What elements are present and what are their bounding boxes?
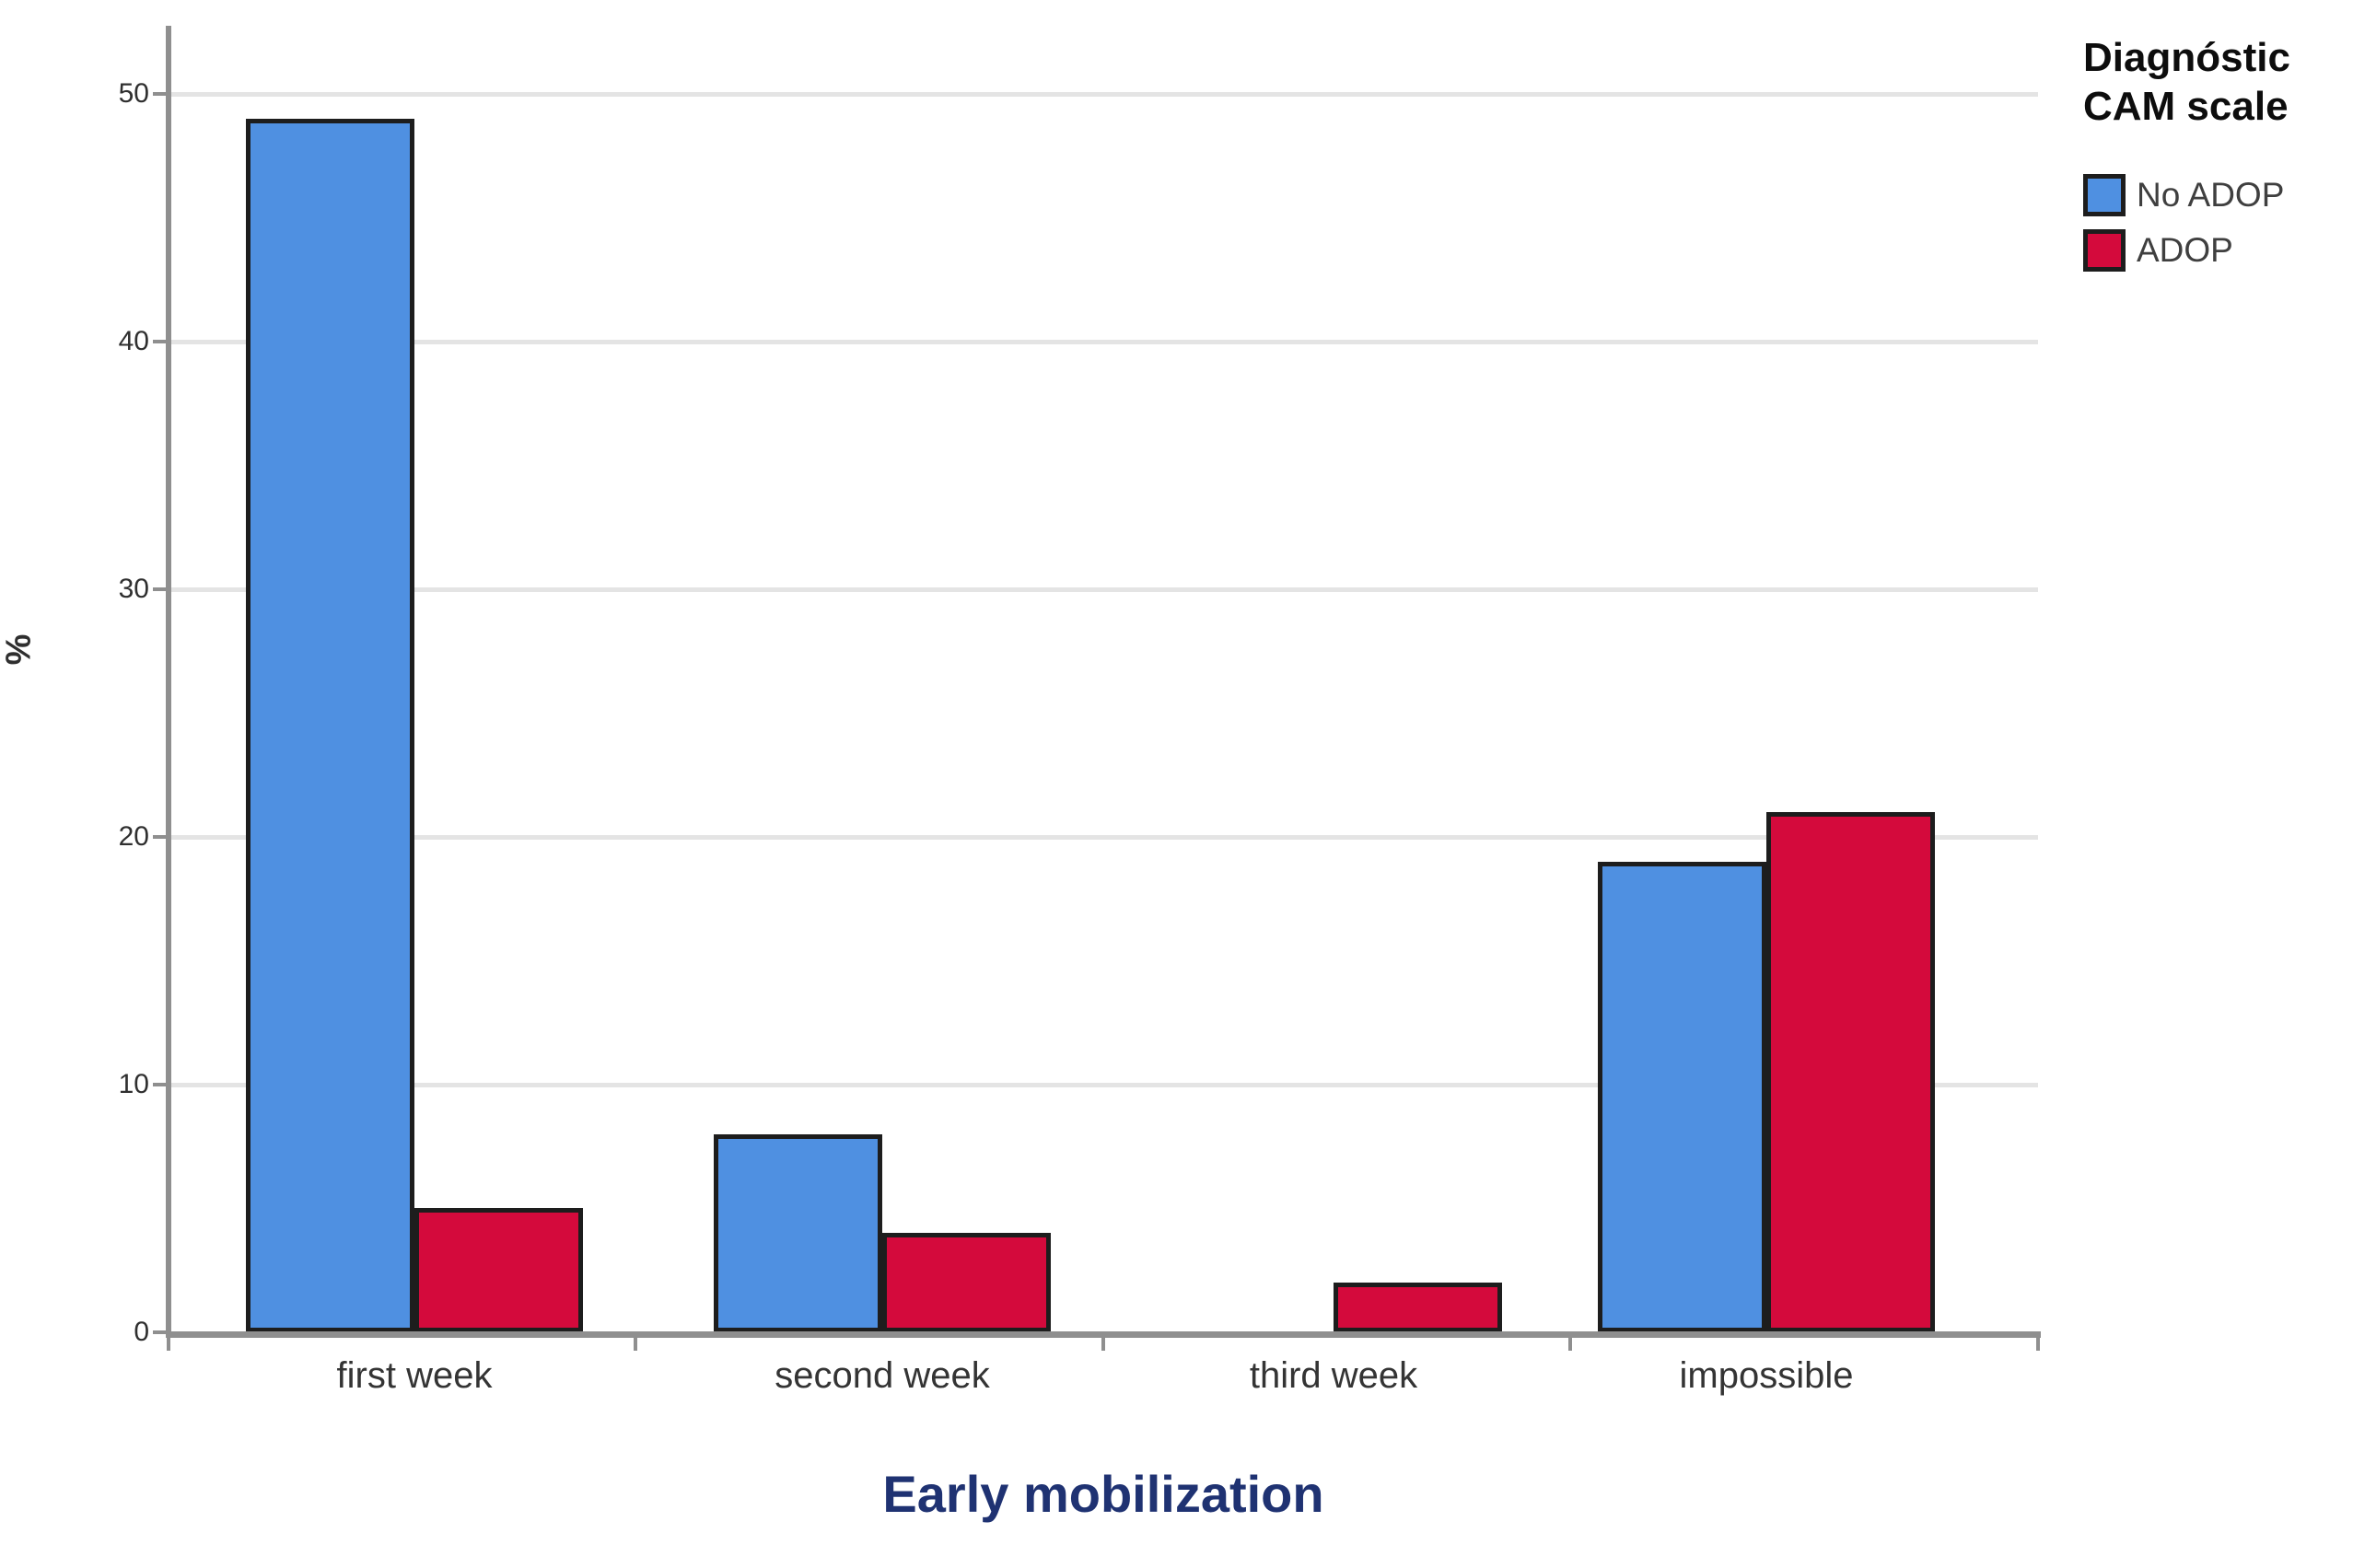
- y-tick-label-0: 0: [134, 1317, 149, 1347]
- y-tick-label-20: 20: [118, 821, 149, 852]
- legend-item-label-adop: ADOP: [2137, 231, 2233, 269]
- y-tick-label-50: 50: [118, 78, 149, 109]
- gridline-30: [169, 587, 2038, 592]
- x-tick-mark-3: [1568, 1338, 1572, 1351]
- legend-items: No ADOP ADOP: [2083, 171, 2290, 274]
- gridline-10: [169, 1083, 2038, 1087]
- y-tick-mark-40: [153, 340, 166, 343]
- bar-no-adop-first-week: [246, 119, 414, 1332]
- legend-title-line-2: CAM scale: [2083, 84, 2289, 129]
- x-tick-mark-0: [167, 1338, 170, 1351]
- legend: Diagnóstic CAM scale No ADOP ADOP: [2083, 33, 2290, 282]
- y-axis-line: [166, 26, 171, 1338]
- y-tick-mark-20: [153, 835, 166, 839]
- legend-item-no-adop: No ADOP: [2083, 171, 2290, 219]
- x-tick-mark-4: [2036, 1338, 2040, 1351]
- y-tick-mark-0: [153, 1330, 166, 1334]
- legend-swatch-no-adop: [2083, 174, 2126, 216]
- bar-adop-first-week: [414, 1208, 583, 1332]
- legend-swatch-adop: [2083, 229, 2126, 272]
- y-tick-label-10: 10: [118, 1069, 149, 1099]
- y-tick-mark-10: [153, 1083, 166, 1086]
- gridline-20: [169, 835, 2038, 840]
- x-axis-line: [166, 1331, 2041, 1338]
- x-axis-title: Early mobilization: [882, 1465, 1324, 1523]
- y-axis-title: %: [0, 633, 39, 666]
- x-tick-mark-2: [1101, 1338, 1105, 1351]
- x-category-label-third-week: third week: [1249, 1355, 1418, 1396]
- y-tick-label-30: 30: [118, 574, 149, 604]
- y-tick-mark-30: [153, 587, 166, 591]
- bar-adop-second-week: [882, 1233, 1051, 1332]
- legend-item-label-no-adop: No ADOP: [2137, 176, 2285, 214]
- gridline-40: [169, 340, 2038, 344]
- x-tick-mark-1: [634, 1338, 637, 1351]
- x-category-label-second-week: second week: [775, 1355, 990, 1396]
- gridline-50: [169, 92, 2038, 97]
- bar-adop-third-week: [1334, 1283, 1502, 1332]
- bar-no-adop-impossible: [1598, 862, 1766, 1332]
- y-tick-mark-50: [153, 92, 166, 96]
- legend-title-line-1: Diagnóstic: [2083, 35, 2290, 80]
- y-tick-label-40: 40: [118, 326, 149, 356]
- legend-item-adop: ADOP: [2083, 226, 2290, 274]
- legend-title: Diagnóstic CAM scale: [2083, 33, 2290, 131]
- x-category-label-first-week: first week: [336, 1355, 493, 1396]
- bar-adop-impossible: [1766, 812, 1935, 1332]
- bar-no-adop-second-week: [714, 1134, 882, 1332]
- x-category-label-impossible: impossible: [1679, 1355, 1854, 1396]
